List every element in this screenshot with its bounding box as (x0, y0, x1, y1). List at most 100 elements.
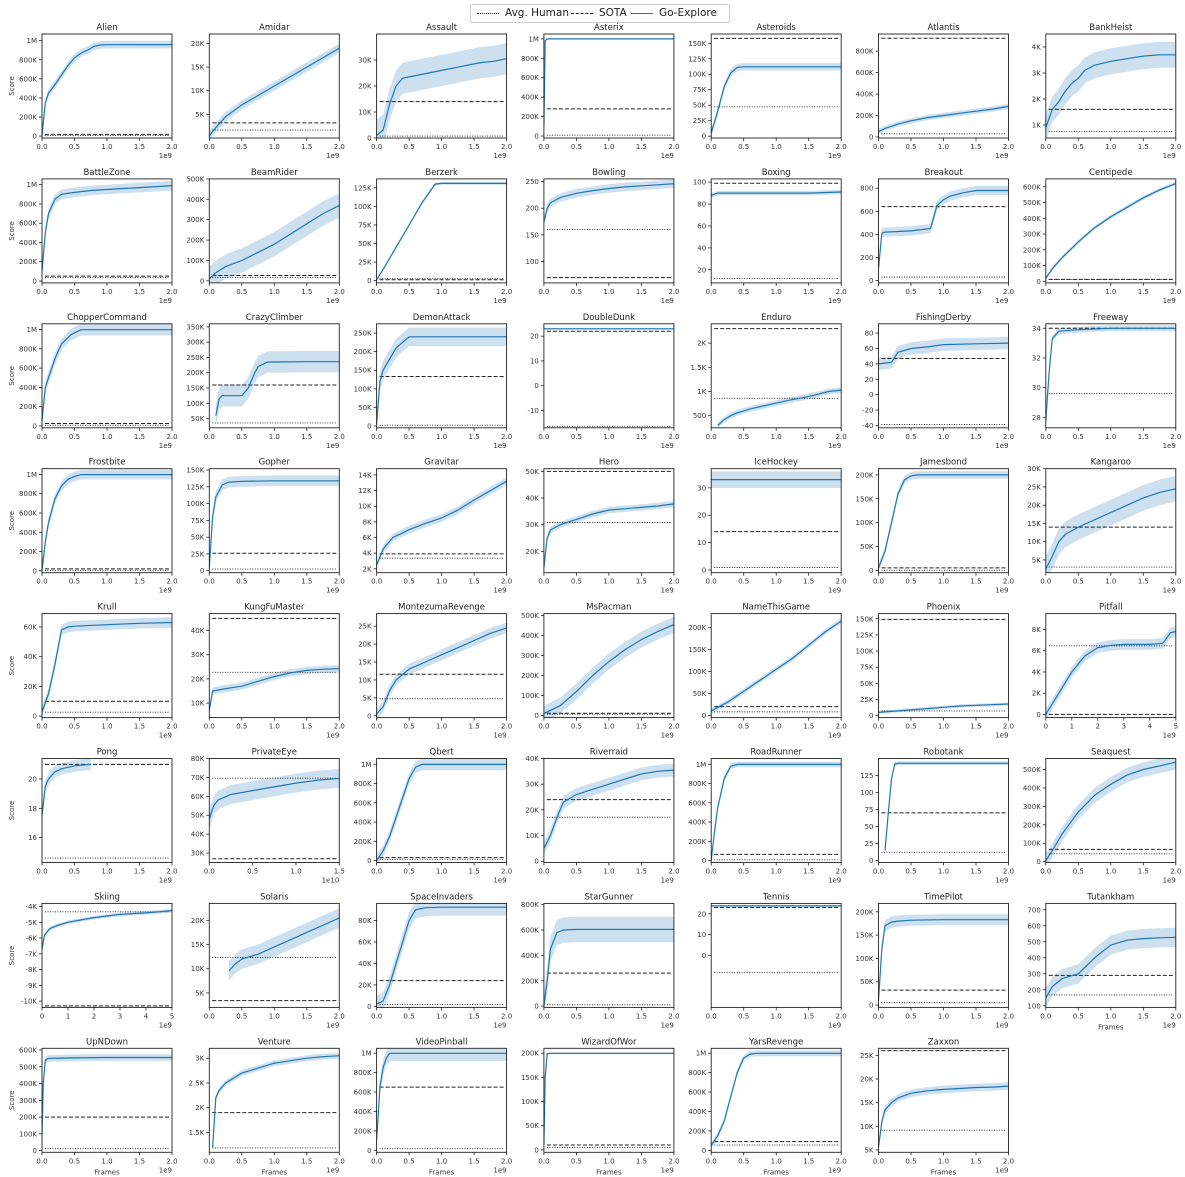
x-tick-label: 2.0 (836, 433, 847, 441)
y-tick-label: 0 (33, 422, 37, 430)
subplot-title: Tennis (762, 892, 790, 902)
x-multiplier-label: 1e9 (828, 297, 841, 305)
subplot-title: RoadRunner (750, 748, 802, 758)
y-tick-label: 75K (693, 86, 707, 94)
x-multiplier-label: 1e9 (326, 297, 339, 305)
plot-area (209, 43, 340, 138)
x-tick-label: 1.5 (134, 1157, 145, 1165)
x-tick-label: 1.0 (101, 433, 112, 441)
y-tick-label: 30K (525, 781, 539, 789)
x-tick-label: 0.0 (1040, 868, 1051, 876)
x-tick-label: 1.0 (771, 723, 782, 731)
x-tick-label: 1.5 (970, 143, 981, 151)
y-tick-label: 0 (367, 1003, 371, 1011)
x-tick-label: 0.5 (69, 288, 80, 296)
y-tick-label: 400K (1023, 215, 1041, 223)
series-line-go-explore (543, 928, 674, 1006)
y-tick-label: 700 (1027, 906, 1040, 914)
y-tick-label: 75K (358, 221, 372, 229)
y-tick-label: 0 (1036, 858, 1040, 866)
x-tick-label: 3 (1122, 723, 1126, 731)
plot-area (543, 38, 674, 136)
series-line-go-explore (711, 763, 842, 861)
y-tick-label: 150K (354, 367, 372, 375)
plot-area (1045, 181, 1176, 281)
series-line-go-explore (209, 668, 340, 711)
x-tick-label: 1.0 (603, 288, 614, 296)
plot-area (543, 763, 674, 855)
y-tick-label: 10 (697, 931, 706, 939)
x-tick-label: 2.0 (836, 1012, 847, 1020)
x-tick-label: 0.0 (706, 143, 717, 151)
y-tick-label: 20 (697, 266, 706, 274)
subplot-title: Atlantis (927, 23, 960, 33)
plot-frame (710, 758, 842, 863)
y-tick-label: 75 (865, 806, 874, 814)
y-tick-label: 800K (19, 200, 37, 208)
y-tick-label: 4K (363, 550, 372, 558)
confidence-band (376, 903, 507, 1008)
subplot-title: Krull (97, 603, 116, 613)
y-tick-label: 300K (19, 1097, 37, 1105)
y-tick-label: 10K (191, 965, 205, 973)
y-tick-label: 125K (354, 184, 372, 192)
x-tick-label: 1 (66, 1012, 70, 1020)
y-tick-label: -8K (25, 966, 37, 974)
x-tick-label: 1.5 (970, 433, 981, 441)
subplot-title: Frostbite (89, 458, 126, 468)
y-tick-label: 2K (363, 565, 372, 573)
x-tick-label: 1.0 (1105, 143, 1116, 151)
x-multiplier-label: 1e9 (326, 442, 339, 450)
subplot-title: KungFuMaster (244, 603, 305, 613)
y-tick-label: 0 (534, 382, 538, 390)
x-tick-label: 2.0 (501, 1012, 512, 1020)
x-tick-label: 0.0 (204, 1157, 215, 1165)
y-tick-label: 400K (19, 239, 37, 247)
x-tick-label: 1.5 (970, 868, 981, 876)
x-tick-label: 1.5 (469, 288, 480, 296)
x-tick-label: 2.0 (1170, 868, 1181, 876)
series-line-go-explore (1045, 936, 1176, 999)
y-tick-label: 40K (191, 627, 205, 635)
y-tick-label: 5K (1032, 556, 1041, 564)
x-multiplier-label: 1e9 (828, 877, 841, 885)
subplot-gravitar: Gravitar 2K 4K 6K 8K 10K 12K 14K 0.0 0.5 1.0 1.5 2.0… (358, 458, 512, 595)
x-tick-label: 2.0 (1003, 868, 1014, 876)
y-tick-label: 100K (856, 955, 874, 963)
plot-frame (543, 323, 675, 429)
y-tick-label: 0 (869, 277, 873, 285)
y-tick-label: 0 (869, 857, 873, 865)
subplot-title: YarsRevenge (748, 1037, 803, 1047)
x-tick-label: 1.5 (803, 143, 814, 151)
plot-area (543, 916, 674, 1008)
subplot-title: Centipede (1089, 168, 1133, 178)
x-multiplier-label: 1e9 (493, 877, 506, 885)
plot-area (543, 470, 674, 571)
subplot-title: UpNDown (86, 1037, 128, 1047)
y-axis-label: Score (8, 801, 16, 821)
y-tick-label: 500K (1023, 766, 1041, 774)
confidence-band (878, 336, 1009, 370)
x-tick-label: 1.0 (603, 1012, 614, 1020)
x-tick-label: 0.0 (538, 288, 549, 296)
x-tick-label: 2.0 (836, 578, 847, 586)
y-tick-label: 20K (358, 641, 372, 649)
x-tick-label: 2.0 (334, 288, 345, 296)
x-tick-label: 1.0 (603, 1157, 614, 1165)
y-tick-label: 800K (19, 56, 37, 64)
y-tick-label: 5K (864, 1146, 873, 1154)
x-tick-label: 0.0 (706, 433, 717, 441)
x-tick-label: 0.5 (1073, 143, 1084, 151)
x-tick-label: 1.5 (1138, 288, 1149, 296)
x-tick-label: 0.5 (404, 433, 415, 441)
y-tick-label: 40K (191, 831, 205, 839)
y-tick-label: 400K (354, 819, 372, 827)
x-tick-label: 1.0 (269, 433, 280, 441)
y-tick-label: 16 (28, 834, 37, 842)
